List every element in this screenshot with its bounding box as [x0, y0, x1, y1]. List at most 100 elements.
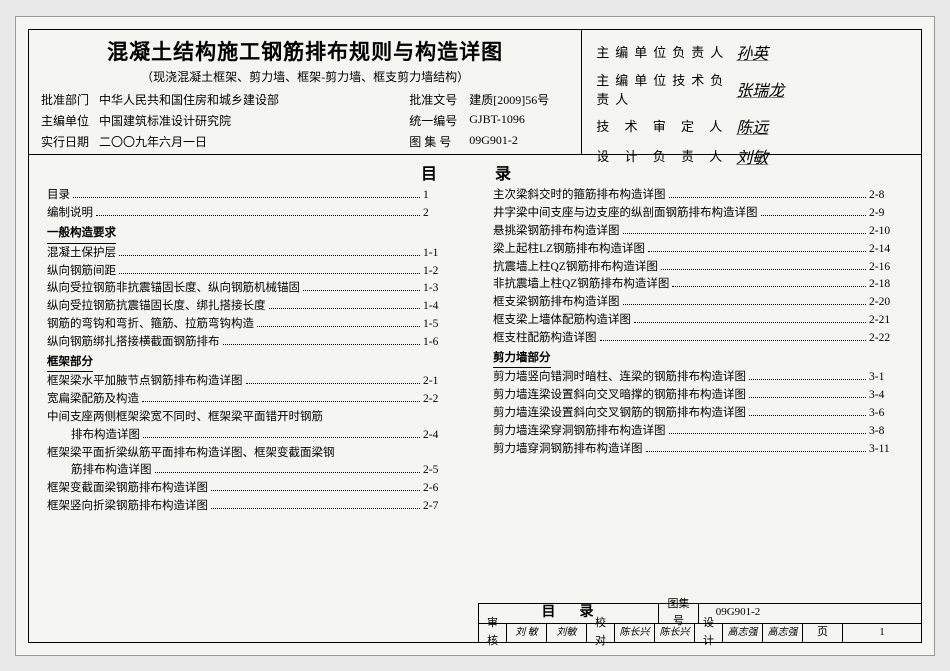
meta-label: 主编单位 [41, 112, 99, 129]
toc-title: 宽扁梁配筋及构造 [47, 391, 139, 409]
toc-row: 主次梁斜交时的箍筋排布构造详图2-8 [493, 187, 903, 205]
titleblock-tjh-label: 图集号 [659, 604, 699, 623]
toc-section-heading: 一般构造要求 [47, 225, 116, 244]
toc-title: 剪力墙连梁设置斜向交叉暗撑的钢筋排布构造详图 [493, 387, 746, 405]
toc-row: 梁上起柱LZ钢筋排布构造详图2-14 [493, 241, 903, 259]
toc-page: 2-5 [423, 462, 457, 480]
toc-page: 3-1 [869, 369, 903, 387]
toc-page: 2-22 [869, 330, 903, 348]
toc-title: 钢筋的弯钩和弯折、箍筋、拉筋弯钩构造 [47, 316, 254, 334]
toc-row: 抗震墙上柱QZ钢筋排布构造详图2-16 [493, 259, 903, 277]
toc-title: 中间支座两侧框架梁宽不同时、框架梁平面错开时钢筋 [47, 409, 323, 427]
toc-page: 2-14 [869, 241, 903, 259]
signature-value: 孙英 [736, 40, 768, 64]
titleblock-page-label: 页 [803, 624, 843, 642]
toc-page: 3-4 [869, 387, 903, 405]
toc-page: 2-2 [423, 391, 457, 409]
toc-page: 2-10 [869, 223, 903, 241]
toc-row: 纵向受拉钢筋非抗震锚固长度、纵向钢筋机械锚固 1-3 [47, 280, 457, 298]
toc-row: 框架梁水平加腋节点钢筋排布构造详图2-1 [47, 373, 457, 391]
titleblock-mulu: 目录 [479, 604, 659, 623]
meta-label: 实行日期 [41, 133, 99, 150]
toc-leader-dots [669, 197, 867, 198]
signature-row: 技 术 审 定 人陈远 [596, 114, 907, 138]
toc-row: 编制说明2 [47, 205, 457, 223]
toc-page: 3-6 [869, 405, 903, 423]
toc-title: 混凝土保护层 [47, 245, 116, 263]
toc-leader-dots [143, 437, 420, 438]
signature-value: 张瑞龙 [736, 77, 784, 101]
toc-leader-dots [600, 340, 867, 341]
toc-row: 框支柱配筋构造详图 2-22 [493, 330, 903, 348]
toc-row: 纵向钢筋绑扎搭接横截面钢筋排布 1-6 [47, 334, 457, 352]
toc-row: 剪力墙连梁设置斜向交叉暗撑的钢筋排布构造详图 3-4 [493, 387, 903, 405]
toc-page: 2-4 [423, 427, 457, 445]
toc-leader-dots [119, 273, 420, 274]
toc-leader-dots [246, 383, 421, 384]
titleblock-name: 高志强 [763, 624, 803, 642]
toc-leader-dots [634, 322, 866, 323]
toc-title: 纵向钢筋绑扎搭接横截面钢筋排布 [47, 334, 220, 352]
toc-heading-right: 录 [493, 163, 903, 188]
meta-label: 批准部门 [41, 91, 99, 108]
page: 混凝土结构施工钢筋排布规则与构造详图 （现浇混凝土框架、剪力墙、框架-剪力墙、框… [15, 16, 935, 656]
toc-page: 1-4 [423, 298, 457, 316]
toc-title: 排布构造详图 [71, 427, 140, 445]
toc-page: 1-6 [423, 334, 457, 352]
toc-page: 1-2 [423, 263, 457, 281]
toc-page: 1-3 [423, 280, 457, 298]
meta-grid: 批准部门中华人民共和国住房和城乡建设部批准文号建质[2009]56号主编单位中国… [41, 91, 569, 150]
toc-row: 非抗震墙上柱QZ钢筋排布构造详图 2-18 [493, 276, 903, 294]
toc-left-column: 目 目录1编制说明2一般构造要求混凝土保护层1-1纵向钢筋间距1-2纵向受拉钢筋… [29, 155, 475, 642]
titleblock-role-label: 审核 [479, 624, 507, 642]
title-block: 目录 图集号 09G901-2 审核刘 敏刘敏校对陈长兴陈长兴设计高志强高志强页… [478, 603, 921, 642]
toc-leader-dots [661, 269, 866, 270]
toc-title: 井字梁中间支座与边支座的纵剖面钢筋排布构造详图 [493, 205, 758, 223]
toc-page: 2-9 [869, 205, 903, 223]
toc-title: 框架梁平面折梁纵筋平面排布构造详图、框架变截面梁钢 [47, 445, 335, 463]
toc-page: 3-8 [869, 423, 903, 441]
toc-leader-dots [761, 215, 867, 216]
header-right: 主编单位负责人孙英主编单位技术负责人张瑞龙技 术 审 定 人陈远设 计 负 责 … [582, 30, 921, 154]
titleblock-role-label: 设计 [695, 624, 723, 642]
toc-leader-dots [155, 472, 421, 473]
toc-page: 2-7 [423, 498, 457, 516]
titleblock-name: 陈长兴 [615, 624, 655, 642]
toc-title: 框架变截面梁钢筋排布构造详图 [47, 480, 208, 498]
toc-page: 2-8 [869, 187, 903, 205]
toc-page: 2-20 [869, 294, 903, 312]
meta-value: 09G901-2 [469, 133, 569, 150]
toc-title: 框支梁上墙体配筋构造详图 [493, 312, 631, 330]
toc-page: 1-1 [423, 245, 457, 263]
toc-row: 钢筋的弯钩和弯折、箍筋、拉筋弯钩构造1-5 [47, 316, 457, 334]
toc-leader-dots [669, 433, 867, 434]
meta-value: 建质[2009]56号 [469, 91, 569, 108]
toc-leader-dots [672, 286, 866, 287]
toc-page: 2-6 [423, 480, 457, 498]
meta-value: 中华人民共和国住房和城乡建设部 [99, 91, 397, 108]
toc-row: 框支梁钢筋排布构造详图 2-20 [493, 294, 903, 312]
toc-leader-dots [119, 255, 420, 256]
toc-title: 纵向受拉钢筋非抗震锚固长度、纵向钢筋机械锚固 [47, 280, 300, 298]
toc-leader-dots [211, 490, 420, 491]
toc-leader-dots [303, 290, 420, 291]
signature-value: 陈远 [736, 114, 768, 138]
toc-section-heading: 剪力墙部分 [493, 350, 551, 369]
toc-page: 2-18 [869, 276, 903, 294]
toc-leader-dots [73, 197, 420, 198]
meta-row: 批准部门中华人民共和国住房和城乡建设部批准文号建质[2009]56号 [41, 91, 569, 108]
titleblock-name: 刘 敏 [507, 624, 547, 642]
toc-row: 宽扁梁配筋及构造 2-2 [47, 391, 457, 409]
toc-section-heading: 框架部分 [47, 354, 93, 373]
signature-row: 主编单位负责人孙英 [596, 40, 907, 64]
signature-label: 主编单位技术负责人 [596, 70, 736, 108]
toc-leader-dots [646, 451, 867, 452]
meta-row: 主编单位中国建筑标准设计研究院统一编号GJBT-1096 [41, 112, 569, 129]
header-left: 混凝土结构施工钢筋排布规则与构造详图 （现浇混凝土框架、剪力墙、框架-剪力墙、框… [29, 30, 582, 154]
titleblock-name: 陈长兴 [655, 624, 695, 642]
toc-title: 非抗震墙上柱QZ钢筋排布构造详图 [493, 276, 669, 294]
toc-row: 框支梁上墙体配筋构造详图2-21 [493, 312, 903, 330]
toc-row: 排布构造详图 2-4 [47, 427, 457, 445]
toc-title: 框支梁钢筋排布构造详图 [493, 294, 620, 312]
toc-title: 框支柱配筋构造详图 [493, 330, 597, 348]
